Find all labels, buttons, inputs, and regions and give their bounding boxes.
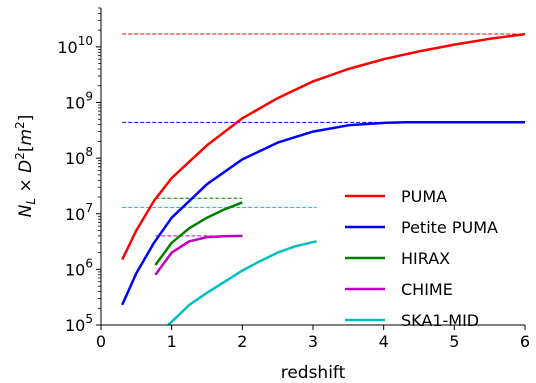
x-tick-label: 5 [449, 332, 459, 351]
legend-label: SKA1-MID [401, 311, 479, 330]
x-tick-label: 2 [237, 332, 247, 351]
series-line-hirax [154, 201, 243, 266]
y-tick-label: 109 [65, 90, 93, 113]
x-tick-label: 6 [520, 332, 530, 351]
y-axis-label: NL × D2[m2] [13, 115, 38, 218]
y-tick-label: 107 [65, 201, 93, 224]
x-ticks: 0 1 2 3 4 5 6 [96, 325, 530, 351]
legend-label: Petite PUMA [401, 218, 498, 237]
series-line-ska1-mid [167, 240, 317, 325]
series-line-chime [154, 234, 243, 276]
legend: PUMA Petite PUMA HIRAX CHIME SKA1-MID [345, 187, 498, 330]
y-tick-label: 105 [65, 312, 93, 335]
saturation-lines [122, 33, 525, 237]
axes [100, 8, 525, 326]
legend-label: PUMA [401, 187, 447, 206]
y-ticks: 105 106 107 108 109 1010 [57, 34, 101, 335]
series-line-puma [121, 32, 525, 261]
x-tick-label: 3 [308, 332, 318, 351]
x-tick-label: 1 [167, 332, 177, 351]
y-tick-label: 108 [65, 145, 93, 168]
y-tick-label: 1010 [57, 34, 93, 57]
series-line-petite-puma [121, 121, 525, 306]
y-tick-label: 106 [65, 256, 93, 279]
x-axis-label: redshift [281, 363, 346, 383]
x-tick-label: 0 [96, 332, 106, 351]
y-minor-ticks [98, 7, 101, 309]
legend-label: HIRAX [401, 249, 450, 268]
x-tick-label: 4 [379, 332, 389, 351]
legend-label: CHIME [401, 280, 453, 299]
series-lines [121, 32, 525, 325]
